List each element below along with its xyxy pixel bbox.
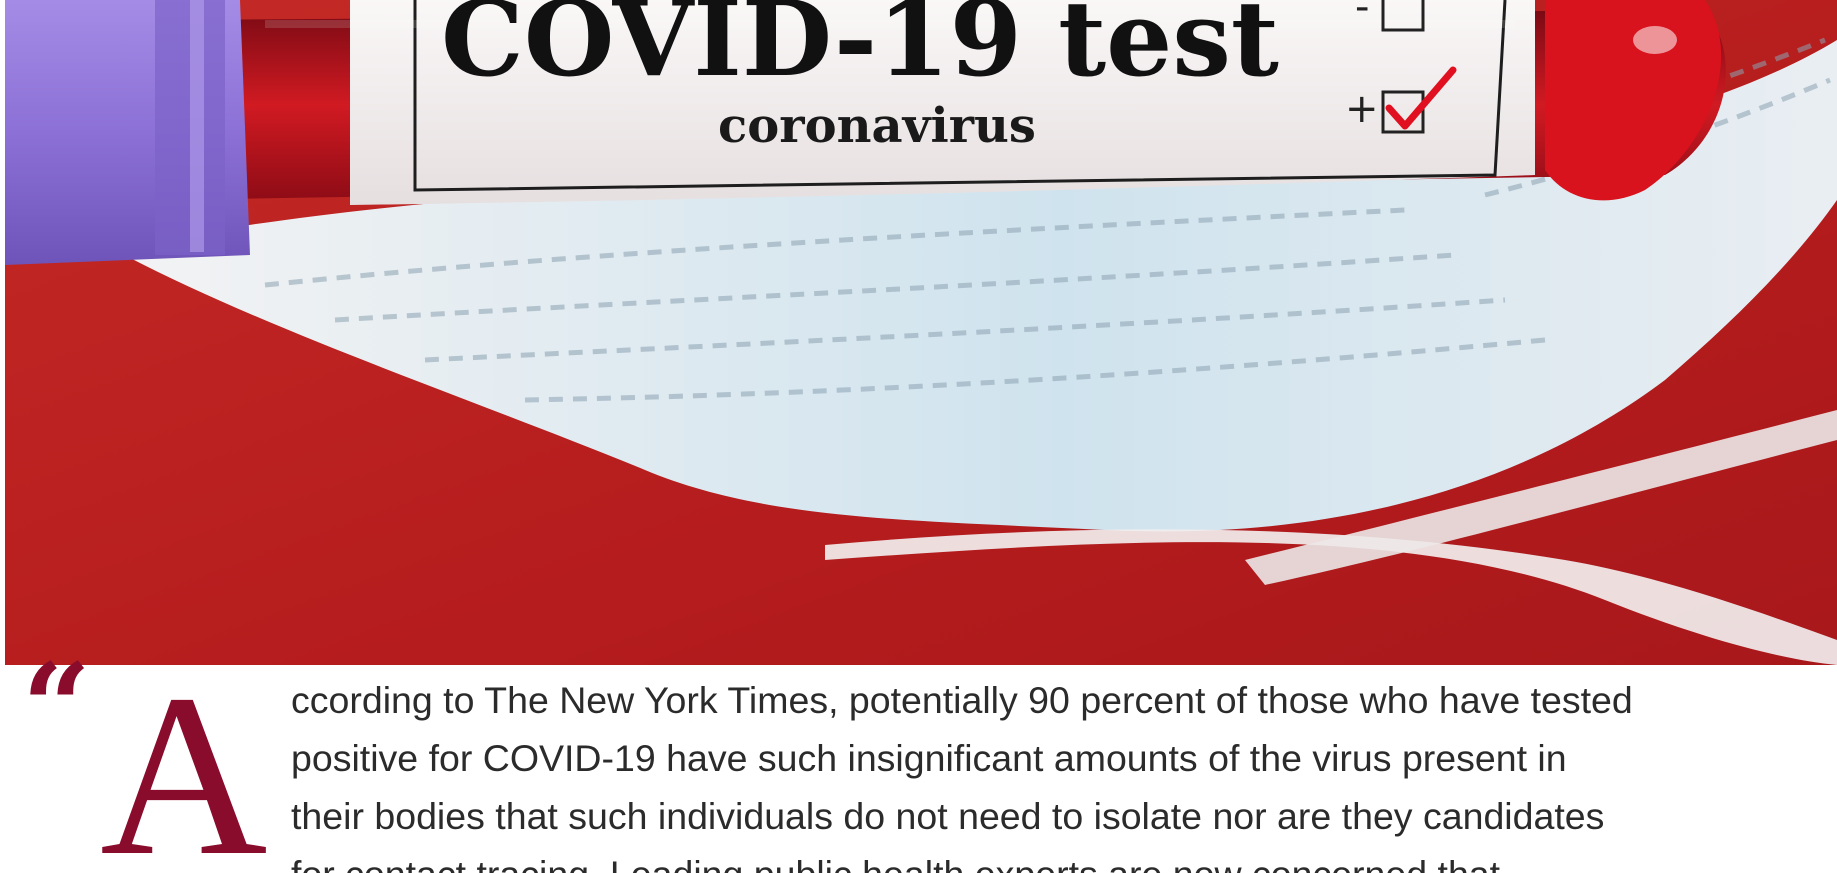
tube-label-title: COVID-19 test [441, 0, 1279, 100]
face-mask [115, 40, 1837, 532]
negative-checkbox: - [1355, 0, 1425, 32]
hero-image: COVID-19 test coronavirus - + [5, 0, 1837, 665]
mask-ear-loop [825, 529, 1837, 665]
negative-sign: - [1355, 0, 1369, 30]
tube-label-subtitle: coronavirus [718, 98, 1036, 154]
article-line-3: their bodies that such individuals do no… [291, 795, 1605, 837]
drop-cap: A [100, 647, 268, 873]
positive-checkbox: + [1345, 66, 1457, 134]
article-line-2: positive for COVID-19 have such insignif… [291, 737, 1567, 779]
quote-mark-icon: “ [22, 637, 92, 778]
check-mark-icon [1385, 66, 1457, 130]
article-line-4: for contact tracing. Leading public heal… [291, 845, 1837, 873]
article-body: ccording to The New York Times, potentia… [291, 671, 1837, 873]
positive-sign: + [1345, 86, 1379, 132]
blood-test-tube [5, 0, 1726, 265]
article-line-1: ccording to The New York Times, potentia… [291, 679, 1633, 721]
